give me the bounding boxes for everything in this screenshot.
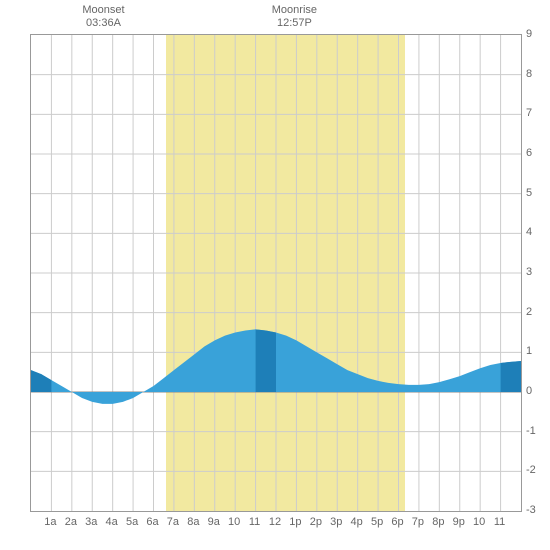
x-tick: 10 (228, 516, 240, 528)
x-tick: 2a (65, 516, 77, 528)
x-tick: 7a (167, 516, 179, 528)
x-tick: 8p (432, 516, 444, 528)
y-tick: -1 (526, 425, 536, 437)
y-tick: -2 (526, 464, 536, 476)
moonrise-label: Moonrise12:57P (272, 4, 317, 30)
y-tick: 5 (526, 187, 532, 199)
x-tick: 1p (289, 516, 301, 528)
y-tick: -3 (526, 504, 536, 516)
x-tick: 7p (412, 516, 424, 528)
x-tick: 6a (146, 516, 158, 528)
x-tick: 11 (249, 516, 260, 528)
plot-area (30, 34, 522, 512)
y-tick: 3 (526, 266, 532, 278)
x-tick: 1a (44, 516, 56, 528)
y-tick: 1 (526, 345, 532, 357)
y-tick: 0 (526, 385, 532, 397)
label-title: Moonset (82, 4, 124, 17)
y-tick: 7 (526, 107, 532, 119)
x-tick: 4p (351, 516, 363, 528)
x-tick: 4a (106, 516, 118, 528)
x-tick: 6p (391, 516, 403, 528)
x-tick: 11 (494, 516, 505, 528)
y-tick: 6 (526, 147, 532, 159)
label-time: 03:36A (82, 17, 124, 30)
x-tick: 8a (187, 516, 199, 528)
x-tick: 9p (453, 516, 465, 528)
x-tick: 12 (269, 516, 281, 528)
tide-chart: { "chart": { "type": "area", "width_px":… (0, 0, 550, 550)
x-tick: 9a (208, 516, 220, 528)
moonset-label: Moonset03:36A (82, 4, 124, 30)
y-tick: 4 (526, 226, 532, 238)
x-tick: 3p (330, 516, 342, 528)
x-tick: 5a (126, 516, 138, 528)
y-tick: 2 (526, 306, 532, 318)
y-tick: 8 (526, 68, 532, 80)
x-tick: 10 (473, 516, 485, 528)
x-tick: 5p (371, 516, 383, 528)
x-tick: 2p (310, 516, 322, 528)
label-title: Moonrise (272, 4, 317, 17)
tide-curve (31, 35, 521, 511)
label-time: 12:57P (272, 17, 317, 30)
x-tick: 3a (85, 516, 97, 528)
header-labels: Moonset03:36A Moonrise12:57P (0, 4, 550, 34)
y-tick: 9 (526, 28, 532, 40)
